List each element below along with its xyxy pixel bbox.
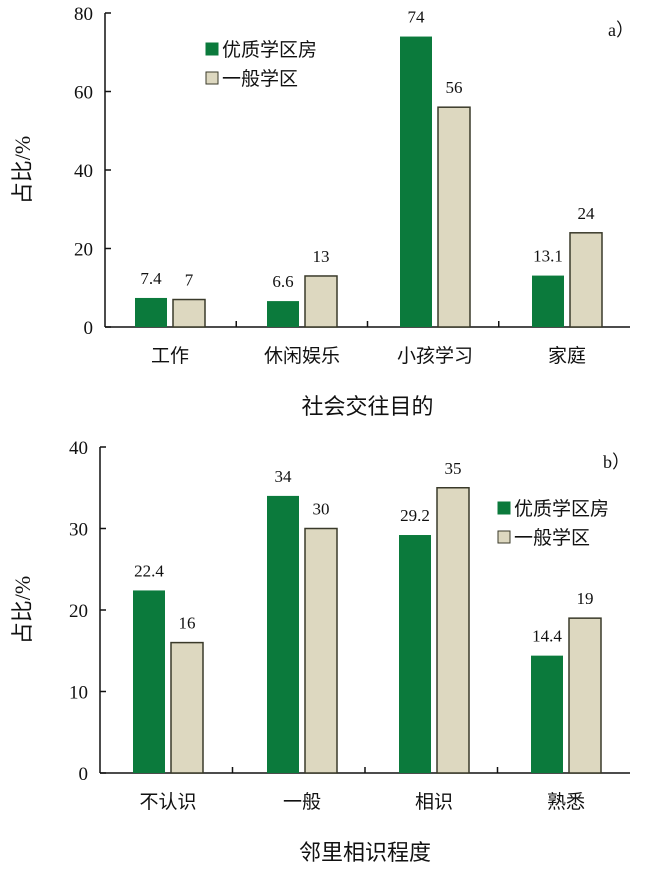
data-label: 14.4 xyxy=(532,627,562,646)
legend-swatch xyxy=(497,501,511,515)
x-tick-label: 熟悉 xyxy=(547,791,585,813)
data-label: 35 xyxy=(445,459,462,478)
data-label: 7 xyxy=(185,271,194,290)
bar-series2 xyxy=(304,527,338,774)
data-label: 13.1 xyxy=(533,247,563,266)
y-tick-label: 40 xyxy=(69,438,88,459)
x-tick-label: 家庭 xyxy=(548,345,586,367)
data-label: 6.6 xyxy=(272,272,293,291)
data-label: 19 xyxy=(577,589,594,608)
panel-label: b） xyxy=(603,452,630,472)
bar-series1 xyxy=(267,495,299,773)
x-tick-label: 工作 xyxy=(151,345,189,367)
y-tick-label: 60 xyxy=(74,83,93,104)
legend-swatch xyxy=(205,71,219,85)
legend-label: 优质学区房 xyxy=(222,39,317,61)
bar-series2 xyxy=(304,275,338,328)
bar-series2 xyxy=(568,617,602,774)
y-tick-label: 30 xyxy=(69,520,88,541)
x-tick-label: 一般 xyxy=(283,791,321,813)
data-label: 34 xyxy=(275,467,293,486)
data-label: 13 xyxy=(313,247,330,266)
data-label: 7.4 xyxy=(140,269,162,288)
x-axis-title: 社会交往目的 xyxy=(301,394,433,419)
bar-series2 xyxy=(569,232,603,328)
y-tick-label: 20 xyxy=(74,240,93,261)
legend-label: 一般学区 xyxy=(222,68,298,90)
bar-series1 xyxy=(532,275,564,327)
panel-label: a） xyxy=(608,20,634,40)
y-axis-title: 占比/% xyxy=(10,576,35,644)
x-tick-label: 相识 xyxy=(415,791,453,813)
data-label: 29.2 xyxy=(400,506,430,525)
legend-label: 一般学区 xyxy=(514,527,590,549)
data-label: 22.4 xyxy=(134,561,164,580)
bar-series2 xyxy=(437,106,471,328)
bar-series1 xyxy=(267,301,299,327)
bar-series1 xyxy=(399,535,431,773)
y-tick-label: 0 xyxy=(84,318,94,339)
x-axis-title: 邻里相识程度 xyxy=(299,840,431,865)
x-tick-label: 休闲娱乐 xyxy=(264,345,340,367)
y-tick-label: 0 xyxy=(79,764,89,785)
bar-series2 xyxy=(170,641,204,774)
y-tick-label: 20 xyxy=(69,601,88,622)
y-tick-label: 40 xyxy=(74,161,93,182)
data-label: 74 xyxy=(408,8,426,27)
data-label: 30 xyxy=(313,500,330,519)
legend-label: 优质学区房 xyxy=(514,498,609,520)
data-label: 16 xyxy=(179,614,196,633)
x-tick-label: 小孩学习 xyxy=(397,345,473,367)
data-label: 56 xyxy=(446,78,463,97)
bar-series1 xyxy=(400,36,432,328)
legend-swatch xyxy=(205,42,219,56)
y-tick-label: 10 xyxy=(69,683,88,704)
bar-series2 xyxy=(436,487,470,774)
bar-series1 xyxy=(133,590,165,773)
x-tick-label: 不认识 xyxy=(139,791,196,813)
bar-series2 xyxy=(172,298,206,328)
bar-series1 xyxy=(531,655,563,773)
data-label: 24 xyxy=(578,204,596,223)
legend-swatch xyxy=(497,530,511,544)
y-axis-title: 占比/% xyxy=(10,136,35,204)
y-tick-label: 80 xyxy=(74,4,93,25)
bar-series1 xyxy=(135,297,167,327)
